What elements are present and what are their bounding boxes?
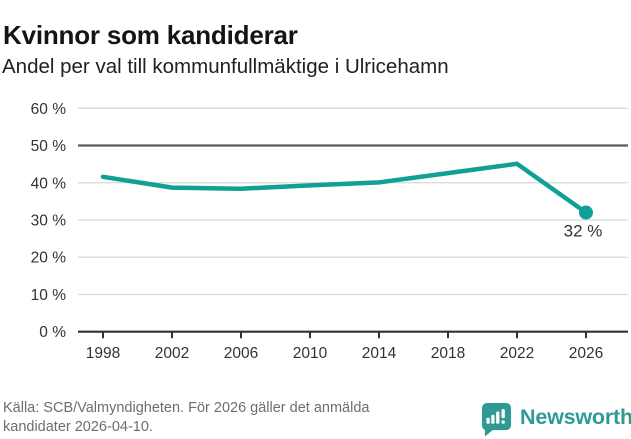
y-tick-label: 40 % [31,175,67,192]
x-tick-label: 2022 [500,345,534,362]
y-tick-label: 50 % [31,138,67,155]
y-tick-label: 60 % [31,101,67,118]
x-tick-label: 2006 [224,345,258,362]
page-title: Kvinnor som kandiderar [3,20,298,51]
last-point-value-label: 32 % [564,222,603,241]
y-tick-label: 10 % [31,287,67,304]
x-tick-label: 2018 [431,345,465,362]
source-note-line1: Källa: SCB/Valmyndigheten. För 2026 gäll… [3,400,370,416]
source-note: Källa: SCB/Valmyndigheten. För 2026 gäll… [3,399,369,437]
x-tick-label: 2026 [569,345,603,362]
y-tick-label: 0 % [39,324,66,341]
y-tick-label: 30 % [31,213,67,230]
x-tick-label: 2002 [155,345,189,362]
x-tick-label: 2014 [362,345,397,362]
y-tick-label: 20 % [31,250,67,267]
chart-subtitle: Andel per val till kommunfullmäktige i U… [2,55,449,78]
newsworthy-wordmark: Newsworthy [520,405,631,429]
data-line-women-candidates [100,161,589,215]
newsworthy-logo: Newsworthy [481,402,631,437]
last-data-point [579,205,593,220]
source-note-line2: kandidater 2026-04-10. [3,419,153,435]
line-chart: 0 % 10 % 20 % 30 % 40 % 50 % 60 % 1998 2002 2006 2… [31,101,628,362]
x-tick-label: 1998 [86,345,120,362]
x-tick-label: 2010 [293,345,328,362]
newsworthy-speech-bubble-chart-icon [481,403,512,437]
